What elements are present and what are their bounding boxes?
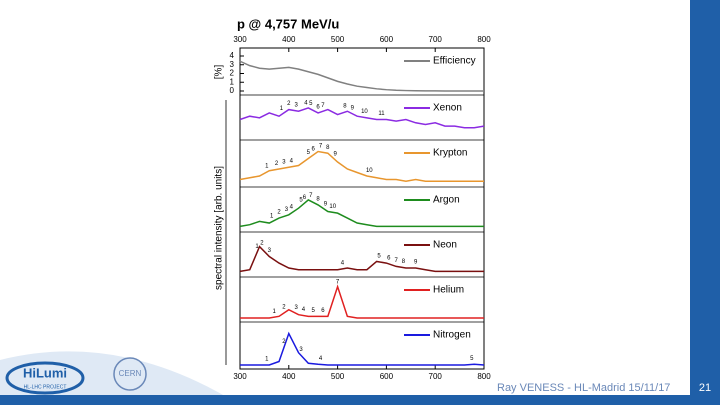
peak-label: 5 — [309, 101, 313, 107]
peak-label: 7 — [336, 280, 340, 286]
peak-label: 3 — [282, 160, 286, 166]
x-tick-label: 500 — [331, 372, 345, 381]
peak-label: 5 — [312, 308, 316, 314]
chart-title: p @ 4,757 MeV/u — [237, 16, 339, 31]
x-tick-label: 700 — [429, 372, 443, 381]
peak-label: 5 — [307, 150, 311, 156]
cern-text: CERN — [119, 369, 142, 378]
peak-label: 1 — [255, 244, 259, 250]
x-tick-label-top: 600 — [380, 35, 394, 44]
x-tick-label-top: 800 — [477, 35, 491, 44]
peak-label: 11 — [378, 111, 385, 117]
legend-label: Neon — [433, 240, 457, 251]
x-tick-label: 800 — [477, 372, 491, 381]
legend-label: Krypton — [433, 148, 467, 159]
peak-label: 7 — [309, 193, 313, 199]
side-band — [690, 0, 720, 405]
x-tick-label-top: 700 — [429, 35, 443, 44]
legend-label: Helium — [433, 285, 464, 296]
project-text: HL-LHC PROJECT — [24, 384, 67, 390]
peak-label: 7 — [394, 258, 398, 264]
peak-label: 10 — [329, 204, 336, 210]
peak-label: 8 — [326, 145, 330, 151]
peak-label: 10 — [366, 168, 373, 174]
x-tick-label: 400 — [282, 372, 296, 381]
y-tick-label: 0 — [230, 86, 235, 95]
peak-label: 4 — [319, 356, 323, 362]
page-number: 21 — [699, 382, 711, 394]
spectrum-line — [239, 107, 485, 129]
x-tick-label-top: 500 — [331, 35, 345, 44]
y-tick-label: 2 — [230, 69, 235, 78]
peak-label: 6 — [316, 104, 320, 110]
legend-label: Xenon — [433, 103, 462, 114]
x-tick-label-top: 300 — [233, 35, 247, 44]
peak-label: 8 — [316, 196, 320, 202]
x-tick-label: 300 — [233, 372, 247, 381]
bottom-band — [0, 395, 720, 405]
peak-label: 2 — [275, 161, 279, 167]
spectrum-line — [239, 150, 484, 183]
spectrum-line — [240, 284, 484, 319]
legend-label: Efficiency — [433, 56, 476, 67]
legend-label: Nitrogen — [433, 330, 471, 341]
peak-label: 1 — [270, 213, 274, 219]
peak-label: 2 — [277, 210, 281, 216]
spectrum-line — [239, 245, 484, 273]
footer-credit: Ray VENESS - HL-Madrid 15/11/17 — [497, 382, 670, 394]
peak-label: 4 — [290, 158, 294, 164]
peak-label: 2 — [282, 339, 286, 345]
peak-label: 4 — [290, 205, 294, 211]
peak-label: 10 — [361, 109, 368, 115]
peak-label: 3 — [299, 347, 303, 353]
peak-label: 7 — [321, 103, 325, 109]
spectrum-line — [239, 199, 484, 228]
y-tick-label: 4 — [230, 51, 235, 60]
spectrum-line — [240, 331, 485, 366]
peak-label: 1 — [265, 164, 269, 170]
legend-label: Argon — [433, 195, 460, 206]
y-label-efficiency: [%] — [214, 65, 225, 80]
y-label: spectral intensity [arb. units] — [214, 166, 225, 290]
peak-label: 9 — [324, 201, 328, 207]
peak-label: 1 — [265, 357, 269, 363]
peak-label: 3 — [294, 102, 298, 108]
spectrum-line — [239, 60, 484, 92]
peak-label: 9 — [333, 151, 337, 157]
peak-label: 3 — [294, 305, 298, 311]
peak-label: 5 — [377, 253, 381, 259]
peak-label: 6 — [321, 308, 325, 314]
peak-label: 4 — [341, 260, 345, 266]
peak-label: 1 — [272, 309, 276, 315]
peak-label: 7 — [319, 144, 323, 150]
peak-label: 8 — [402, 259, 406, 265]
peak-label: 3 — [268, 248, 272, 254]
x-tick-label-top: 400 — [282, 35, 296, 44]
peak-label: 2 — [287, 101, 291, 107]
peak-label: 1 — [280, 106, 284, 112]
peak-label: 9 — [351, 105, 355, 111]
hilumi-text: HiLumi — [23, 365, 67, 380]
plot-frame — [239, 47, 485, 370]
peak-label: 9 — [414, 260, 418, 266]
peak-label: 5 — [470, 356, 474, 362]
cern-logo — [113, 357, 147, 391]
peak-label: 4 — [304, 100, 308, 106]
peak-label: 6 — [387, 256, 391, 262]
x-tick-label: 600 — [380, 372, 394, 381]
peak-label: 6 — [312, 147, 316, 153]
peak-label: 6 — [303, 195, 307, 201]
peak-label: 3 — [285, 207, 289, 213]
peak-label: 8 — [343, 104, 347, 110]
peak-label: 2 — [282, 305, 286, 311]
peak-label: 4 — [302, 307, 306, 313]
y-tick-label: 3 — [230, 60, 235, 69]
y-tick-label: 1 — [230, 77, 235, 86]
peak-label: 2 — [260, 241, 264, 247]
hilumi-logo — [5, 361, 85, 395]
peak-label: 5 — [299, 198, 303, 204]
